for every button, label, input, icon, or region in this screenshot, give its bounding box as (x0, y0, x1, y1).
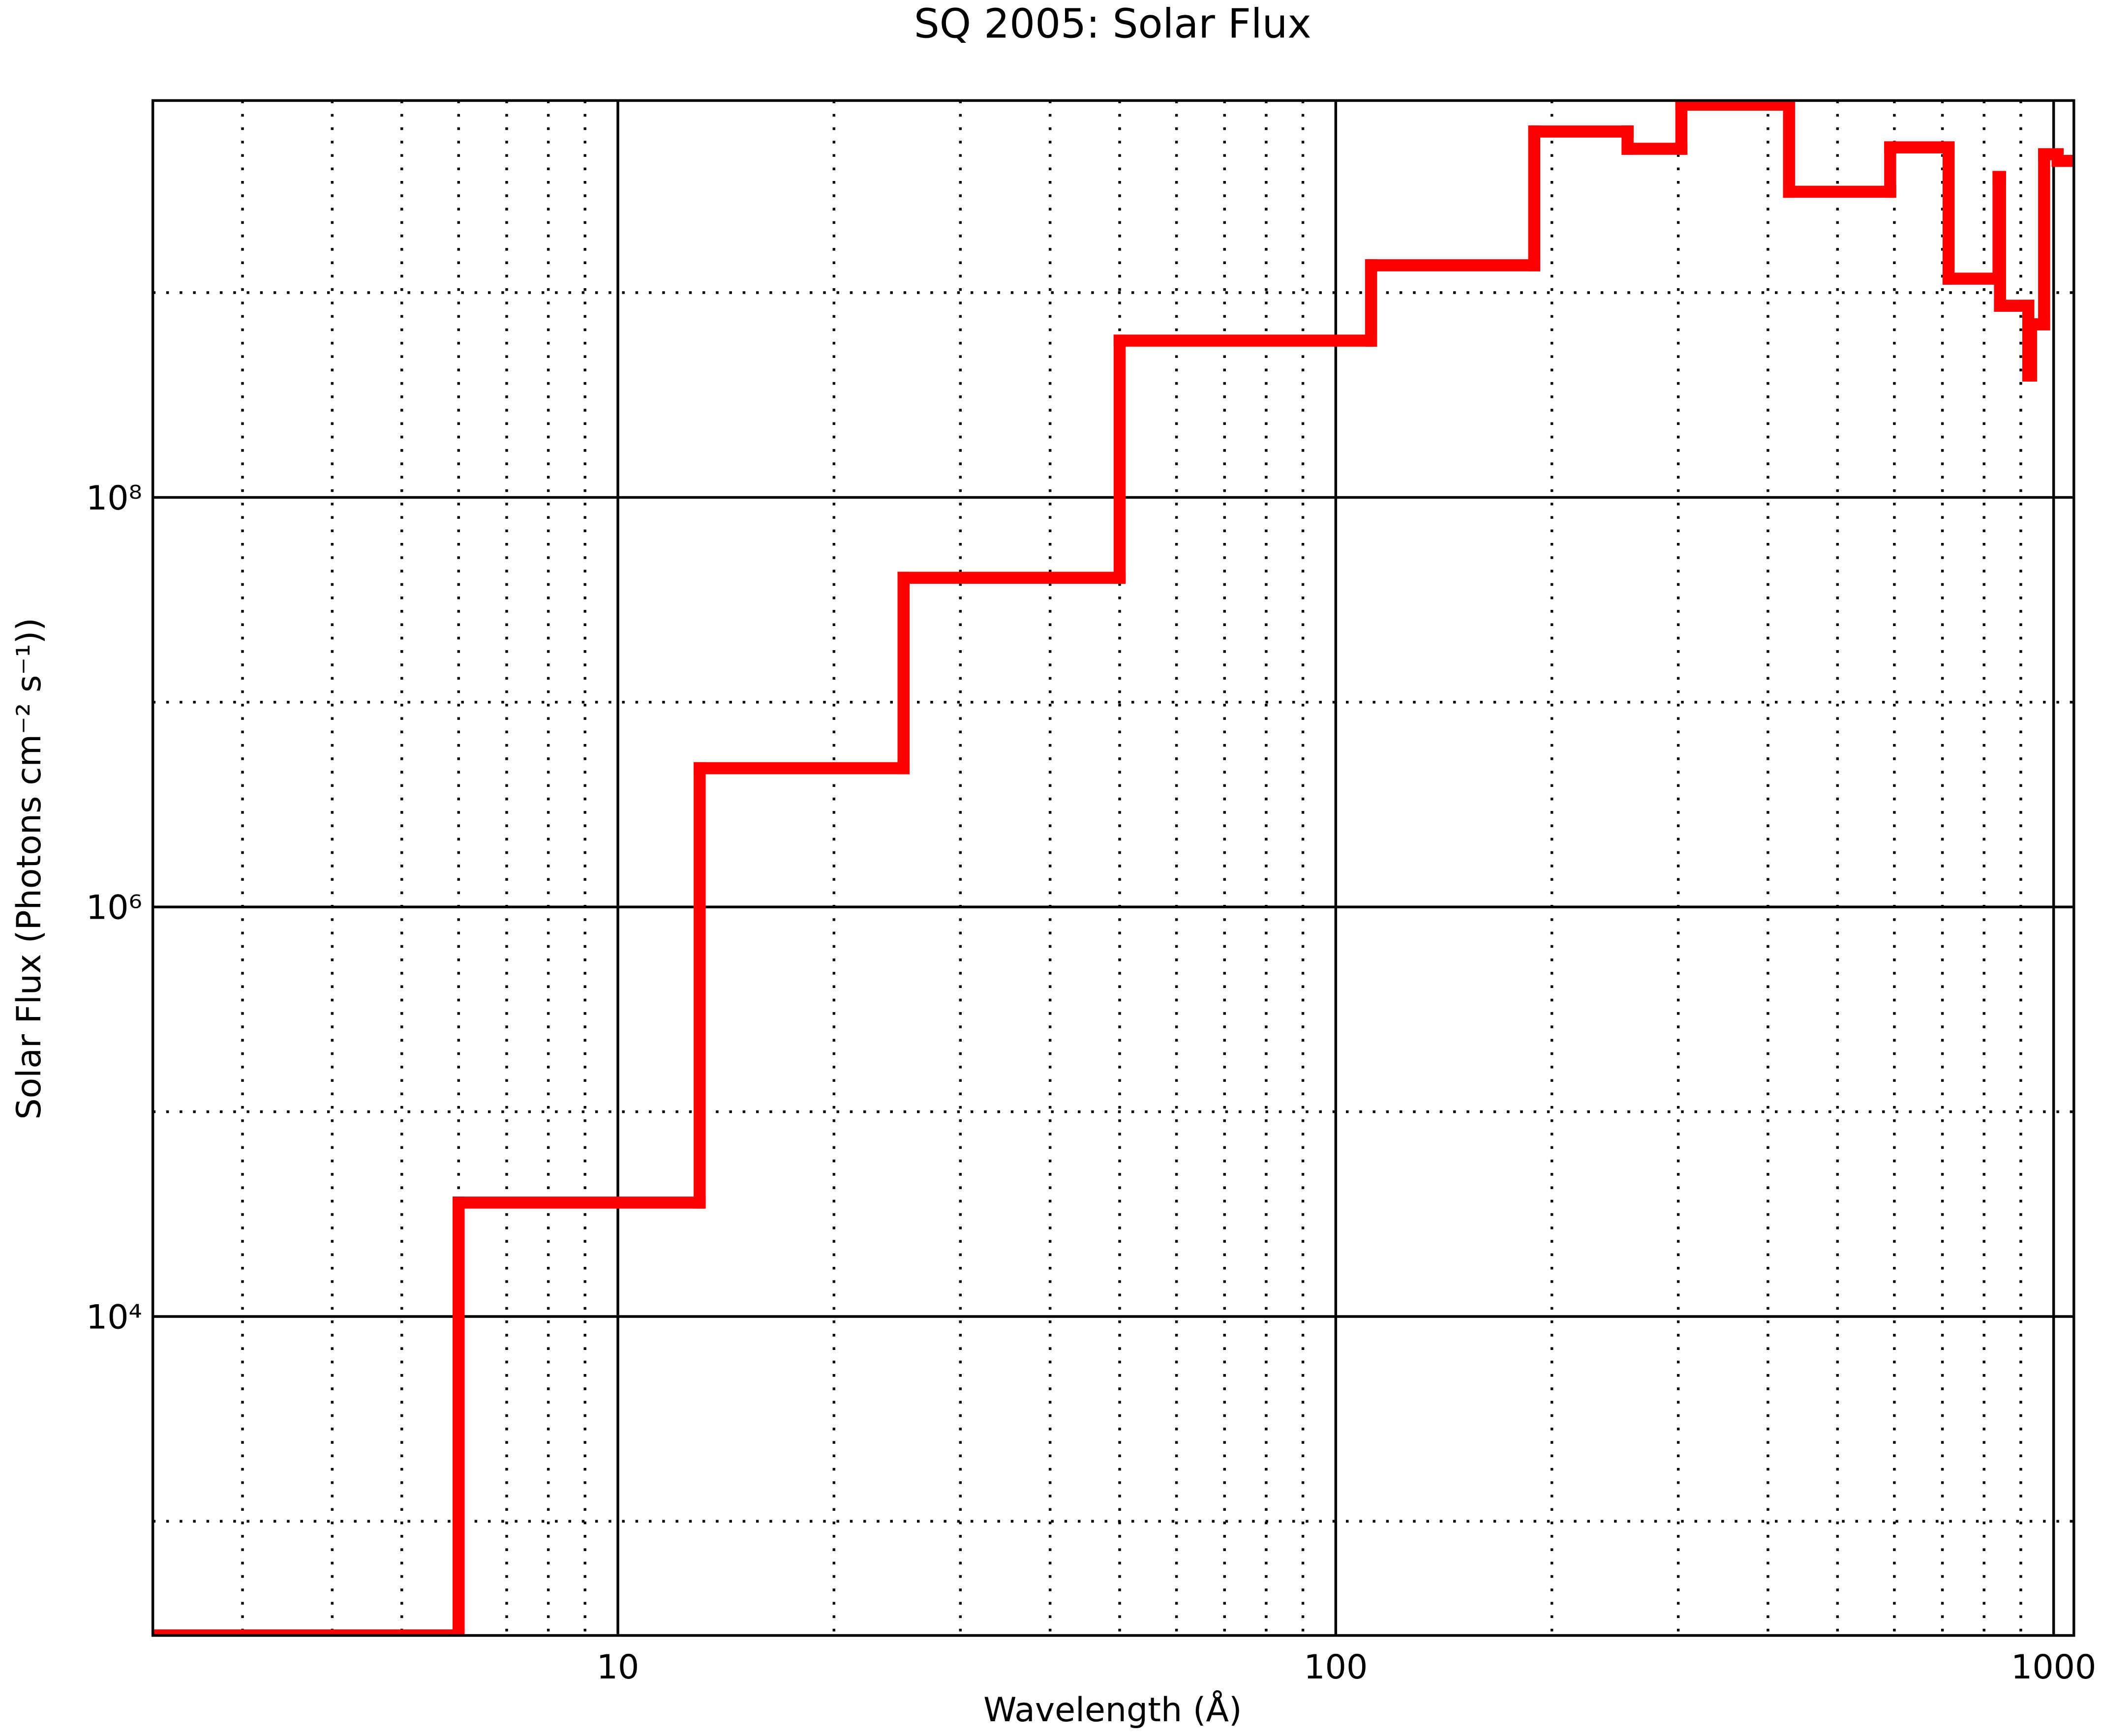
x-tick-label: 100 (1304, 1648, 1368, 1687)
chart-title: SQ 2005: Solar Flux (914, 0, 1311, 47)
y-tick-label: 10⁶ (86, 889, 142, 928)
y-axis-label: Solar Flux (Photons cm⁻² s⁻¹)) (10, 618, 49, 1120)
plot-frame (151, 99, 2075, 1637)
x-axis-label: Wavelength (Å) (983, 1690, 1242, 1730)
plot-area (152, 100, 2074, 1636)
y-tick-label: 10⁴ (86, 1298, 142, 1337)
x-tick-label: 10 (597, 1648, 640, 1687)
x-tick-label: 1000 (2011, 1648, 2096, 1687)
y-tick-label: 10⁸ (86, 479, 142, 518)
tick-labels: 10 100 1000 10⁴ 10⁶ 10⁸ (86, 479, 2096, 1687)
grid (152, 100, 2074, 1636)
